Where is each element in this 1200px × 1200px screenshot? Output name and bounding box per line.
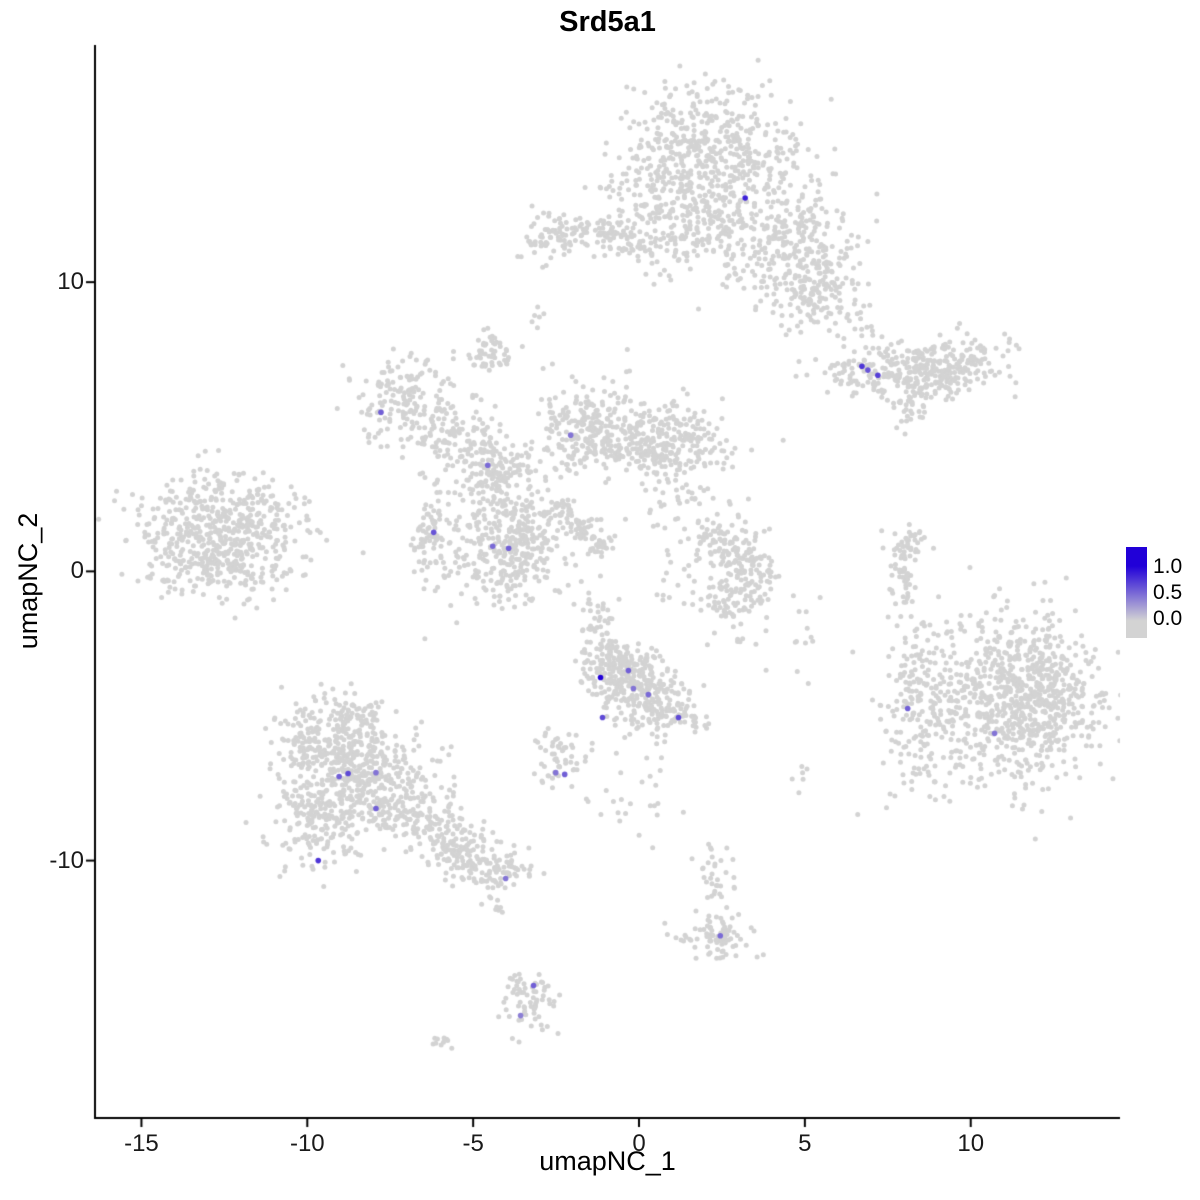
x-tick-label--15: -15 bbox=[124, 1130, 159, 1157]
legend-colorbar bbox=[1126, 547, 1147, 638]
x-axis-label: umapNC_1 bbox=[539, 1146, 676, 1176]
y-tick-label--10: -10 bbox=[49, 846, 84, 874]
y-tick-label-0: 0 bbox=[70, 557, 84, 585]
legend-tick-high: 1.0 bbox=[1153, 555, 1183, 578]
plot-title: Srd5a1 bbox=[559, 6, 656, 38]
x-tick-label-5: 5 bbox=[798, 1130, 812, 1157]
y-tick-label-10: 10 bbox=[57, 268, 84, 296]
x-tick-label-10: 10 bbox=[957, 1130, 985, 1157]
x-tick-label-0: 0 bbox=[632, 1130, 646, 1157]
x-tick-label--5: -5 bbox=[462, 1130, 484, 1157]
legend-tick-low: 0.0 bbox=[1153, 607, 1183, 630]
x-tick-label--10: -10 bbox=[289, 1130, 325, 1157]
legend-tick-mid: 0.5 bbox=[1153, 581, 1183, 604]
